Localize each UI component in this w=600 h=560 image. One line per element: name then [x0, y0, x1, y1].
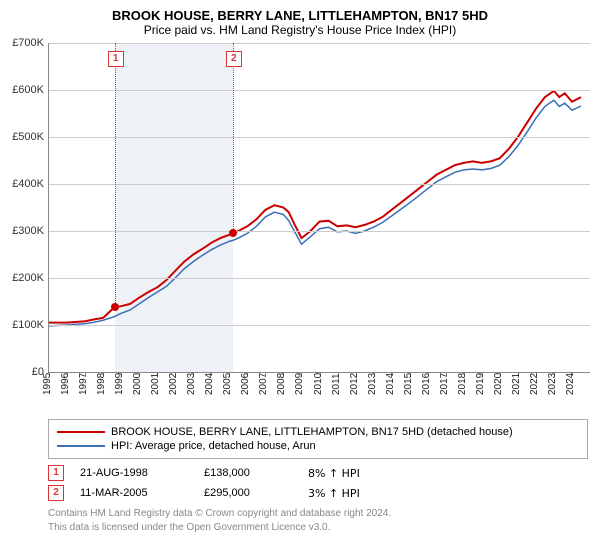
x-tick-label: 2007	[258, 373, 269, 395]
x-tick-label: 2006	[240, 373, 251, 395]
x-tick-label: 2012	[349, 373, 360, 395]
x-tick-label: 1995	[42, 373, 53, 395]
y-tick-label: £300K	[12, 225, 44, 237]
transaction-row: 1 21-AUG-1998 £138,000 8% ↑ HPI	[48, 463, 588, 483]
x-tick-label: 2000	[132, 373, 143, 395]
y-axis-labels: £0£100K£200K£300K£400K£500K£600K£700K	[0, 43, 48, 373]
y-tick-label: £100K	[12, 319, 44, 331]
x-tick-label: 2022	[529, 373, 540, 395]
x-tick-label: 2023	[547, 373, 558, 395]
legend-item: BROOK HOUSE, BERRY LANE, LITTLEHAMPTON, …	[57, 426, 579, 438]
x-tick-label: 2009	[294, 373, 305, 395]
plot-area: 12	[48, 43, 590, 373]
footer-attribution: Contains HM Land Registry data © Crown c…	[48, 507, 588, 534]
transactions-table: 1 21-AUG-1998 £138,000 8% ↑ HPI 2 11-MAR-2005…	[48, 463, 588, 503]
transaction-row: 2 11-MAR-2005 £295,000 3% ↑ HPI	[48, 483, 588, 503]
y-tick-label: £600K	[12, 84, 44, 96]
x-tick-label: 2011	[331, 373, 342, 395]
series-subject	[49, 91, 581, 323]
y-tick-label: £500K	[12, 131, 44, 143]
marker-box: 1	[108, 51, 124, 67]
chart-subtitle: Price paid vs. HM Land Registry's House …	[0, 23, 600, 43]
chart-title: BROOK HOUSE, BERRY LANE, LITTLEHAMPTON, …	[0, 0, 600, 23]
transaction-marker: 1	[48, 465, 64, 481]
x-tick-label: 2008	[276, 373, 287, 395]
x-tick-label: 2002	[168, 373, 179, 395]
x-tick-label: 2001	[150, 373, 161, 395]
x-tick-label: 1998	[96, 373, 107, 395]
y-tick-label: £700K	[12, 37, 44, 49]
transaction-date: 11-MAR-2005	[80, 487, 200, 499]
x-tick-label: 2003	[186, 373, 197, 395]
transaction-delta: 8% ↑ HPI	[308, 467, 418, 480]
x-tick-label: 2015	[403, 373, 414, 395]
chart-zone: £0£100K£200K£300K£400K£500K£600K£700K 12…	[0, 43, 600, 413]
footer-line: This data is licensed under the Open Gov…	[48, 521, 588, 535]
legend-swatch	[57, 445, 105, 447]
y-tick-label: £400K	[12, 178, 44, 190]
transaction-date: 21-AUG-1998	[80, 467, 200, 479]
transaction-price: £295,000	[204, 487, 304, 499]
x-tick-label: 2019	[475, 373, 486, 395]
transaction-price: £138,000	[204, 467, 304, 479]
x-tick-label: 2020	[493, 373, 504, 395]
x-tick-label: 2021	[511, 373, 522, 395]
marker-dot	[229, 229, 237, 237]
x-tick-label: 2018	[457, 373, 468, 395]
chart-container: BROOK HOUSE, BERRY LANE, LITTLEHAMPTON, …	[0, 0, 600, 534]
marker-box: 2	[226, 51, 242, 67]
transaction-marker: 2	[48, 485, 64, 501]
x-tick-label: 2014	[385, 373, 396, 395]
x-tick-label: 1996	[60, 373, 71, 395]
x-axis-labels: 1995199619971998199920002001200220032004…	[48, 373, 590, 413]
legend: BROOK HOUSE, BERRY LANE, LITTLEHAMPTON, …	[48, 419, 588, 459]
transaction-delta: 3% ↑ HPI	[308, 487, 418, 500]
x-tick-label: 2005	[222, 373, 233, 395]
footer-line: Contains HM Land Registry data © Crown c…	[48, 507, 588, 521]
x-tick-label: 2016	[421, 373, 432, 395]
x-tick-label: 1997	[78, 373, 89, 395]
x-tick-label: 2024	[565, 373, 576, 395]
line-series-svg	[49, 43, 590, 372]
x-tick-label: 2004	[204, 373, 215, 395]
legend-label: BROOK HOUSE, BERRY LANE, LITTLEHAMPTON, …	[111, 426, 513, 438]
legend-label: HPI: Average price, detached house, Arun	[111, 440, 316, 452]
legend-swatch	[57, 431, 105, 433]
x-tick-label: 2010	[313, 373, 324, 395]
marker-dot	[111, 303, 119, 311]
x-tick-label: 1999	[114, 373, 125, 395]
y-tick-label: £200K	[12, 272, 44, 284]
legend-item: HPI: Average price, detached house, Arun	[57, 440, 579, 452]
x-tick-label: 2013	[367, 373, 378, 395]
series-hpi	[49, 100, 581, 326]
x-tick-label: 2017	[439, 373, 450, 395]
